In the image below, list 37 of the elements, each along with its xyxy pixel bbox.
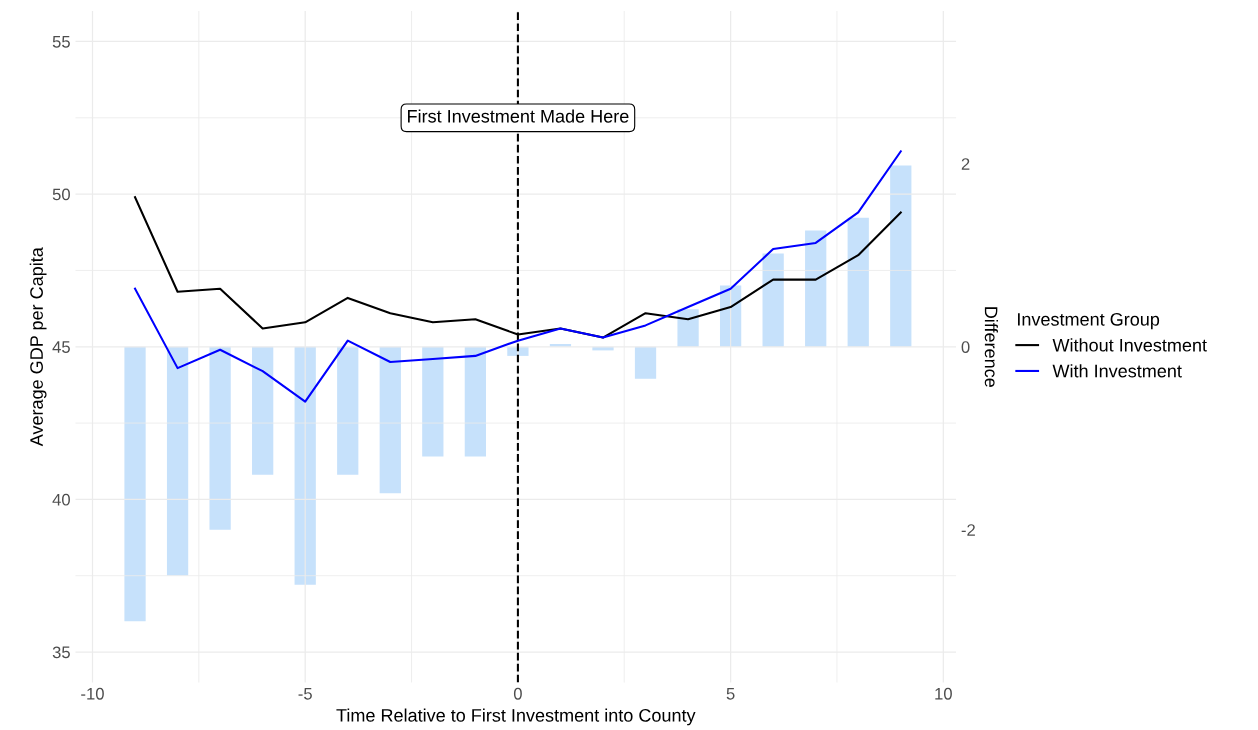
x-axis-title: Time Relative to First Investment into County bbox=[336, 708, 696, 726]
bar bbox=[634, 346, 657, 379]
y-tick-label: 40 bbox=[52, 493, 70, 506]
bar bbox=[379, 346, 401, 494]
x-tick-label: -5 bbox=[298, 688, 312, 700]
y2-tick-label: 0 bbox=[961, 341, 970, 353]
y-tick-label: 55 bbox=[52, 36, 70, 48]
y2-tick-label: 2 bbox=[961, 158, 970, 170]
bar bbox=[422, 346, 444, 457]
y-tick-label: 45 bbox=[52, 341, 70, 353]
y-tick-label: 50 bbox=[52, 188, 70, 201]
y2-tick-label: -2 bbox=[961, 524, 975, 536]
bar bbox=[677, 309, 699, 347]
x-tick-label: 0 bbox=[513, 687, 522, 700]
legend-label: Without Investment bbox=[1052, 338, 1207, 352]
bar bbox=[464, 346, 486, 457]
line-series bbox=[134, 150, 902, 403]
bar bbox=[890, 165, 912, 347]
annotation: First Investment Made Here bbox=[408, 109, 629, 123]
bar bbox=[209, 346, 231, 530]
bar bbox=[252, 346, 274, 475]
bar bbox=[847, 217, 869, 347]
bar bbox=[762, 253, 784, 347]
legend-title: Investment Group bbox=[1018, 312, 1160, 330]
y-axis-title: Average GDP per Capita bbox=[29, 247, 47, 447]
bar bbox=[294, 346, 316, 585]
bar bbox=[337, 346, 359, 475]
bar bbox=[166, 346, 189, 576]
legend-label: With Investment bbox=[1052, 364, 1182, 378]
y-tick-label: 35 bbox=[52, 646, 70, 659]
y2-axis-title: Difference bbox=[984, 307, 998, 387]
bar bbox=[124, 346, 146, 622]
x-tick-label: -10 bbox=[81, 687, 104, 700]
x-tick-label: 5 bbox=[726, 688, 735, 700]
bar bbox=[805, 230, 827, 347]
bar bbox=[507, 346, 529, 356]
x-tick-label: 10 bbox=[935, 687, 952, 700]
